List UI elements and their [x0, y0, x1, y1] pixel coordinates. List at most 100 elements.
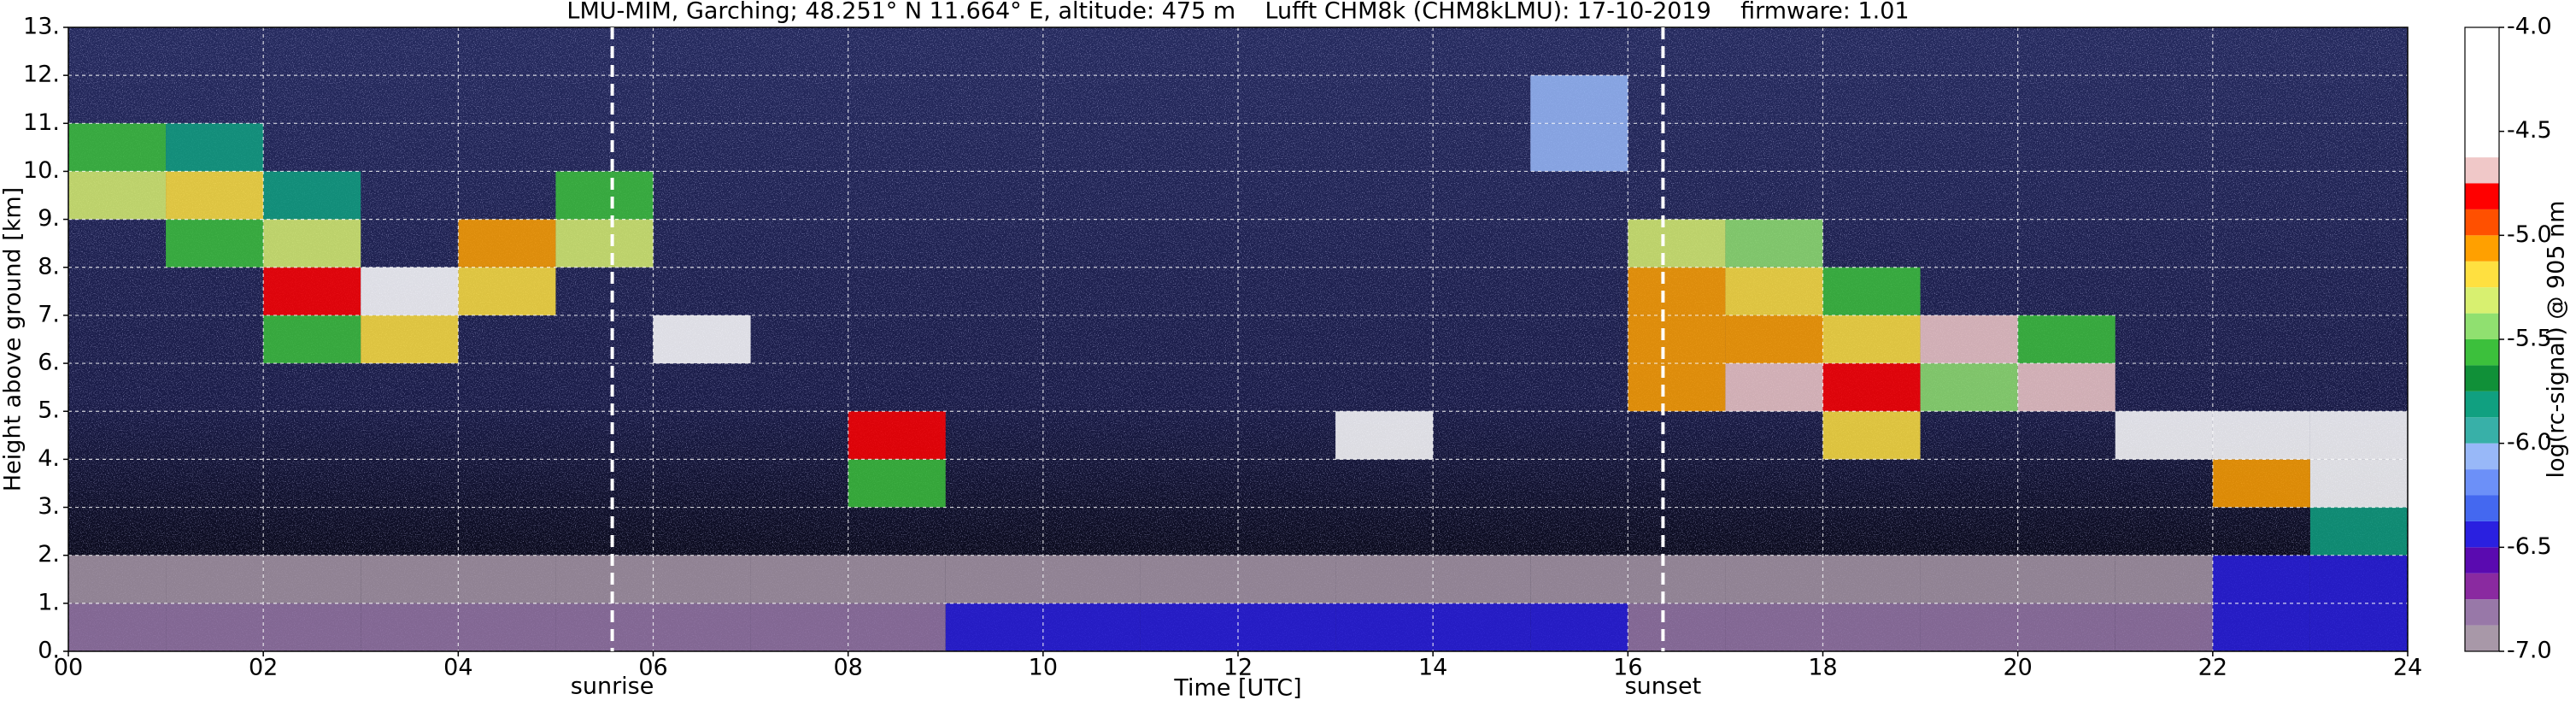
- heatmap-cell: [68, 555, 167, 603]
- heatmap-cell: [2309, 555, 2408, 603]
- heatmap-cell: [263, 219, 361, 268]
- heatmap-cell: [1628, 603, 1726, 651]
- heatmap-cell: [361, 603, 459, 651]
- heatmap-cell: [1140, 603, 1238, 651]
- heatmap-cell: [1725, 603, 1823, 651]
- heatmap-cell: [945, 603, 1043, 651]
- y-tick-label: 12.: [23, 62, 60, 88]
- heatmap-cell: [555, 219, 654, 268]
- heatmap-cell: [1725, 363, 1823, 412]
- x-tick-label: 14: [1418, 655, 1447, 681]
- y-tick-label: 9.: [38, 205, 60, 232]
- colorbar-band: [2465, 469, 2499, 496]
- heatmap-cell: [1920, 603, 2018, 651]
- heatmap-cell: [2115, 603, 2213, 651]
- heatmap-cell: [1822, 411, 1921, 460]
- colorbar-band: [2465, 131, 2499, 158]
- heatmap-cell: [1725, 555, 1823, 603]
- y-tick-label: 13.: [23, 14, 60, 40]
- colorbar-tick-label: -5.0: [2507, 221, 2552, 248]
- colorbar-tick-label: -4.0: [2507, 14, 2552, 40]
- colorbar-band: [2465, 365, 2499, 391]
- colorbar-tick-label: -5.5: [2507, 326, 2552, 352]
- heatmap-cell: [1628, 267, 1726, 315]
- heatmap-cell: [1822, 603, 1921, 651]
- y-tick-label: 8.: [38, 253, 60, 279]
- heatmap-cell: [1628, 219, 1726, 268]
- heatmap-cell: [1822, 315, 1921, 364]
- heatmap-cell: [1920, 555, 2018, 603]
- heatmap-cell: [2212, 555, 2310, 603]
- colorbar-band: [2465, 391, 2499, 418]
- colorbar-tick-label: -7.0: [2507, 638, 2552, 664]
- heatmap-cell: [848, 603, 946, 651]
- y-tick-label: 10.: [23, 157, 60, 184]
- heatmap-cell: [1042, 603, 1141, 651]
- heatmap-cell: [848, 555, 946, 603]
- x-tick-label: 00: [54, 655, 83, 681]
- heatmap-cell: [555, 603, 654, 651]
- x-tick-label: 04: [443, 655, 472, 681]
- heatmap-cell: [458, 267, 556, 315]
- heatmap-cell: [166, 123, 264, 172]
- heatmap-cell: [1335, 411, 1434, 460]
- x-tick-label: 18: [1808, 655, 1837, 681]
- heatmap-cell: [68, 603, 167, 651]
- colorbar-band: [2465, 209, 2499, 236]
- heatmap-cell: [1140, 555, 1238, 603]
- heatmap-cell: [1822, 363, 1921, 412]
- heatmap-cell: [2115, 555, 2213, 603]
- x-tick-label: 06: [638, 655, 667, 681]
- colorbar-band: [2465, 599, 2499, 626]
- x-tick-label: 10: [1029, 655, 1058, 681]
- y-tick-label: 1.: [38, 589, 60, 615]
- heatmap-cell: [945, 555, 1043, 603]
- heatmap-cell: [68, 123, 167, 172]
- heatmap-cell: [653, 555, 751, 603]
- colorbar-band: [2465, 443, 2499, 470]
- x-tick-label: 08: [833, 655, 862, 681]
- heatmap-cell: [263, 267, 361, 315]
- y-tick-label: 4.: [38, 445, 60, 472]
- x-tick-label: 16: [1613, 655, 1642, 681]
- heatmap-cell: [1530, 123, 1628, 172]
- heatmap-cell: [1335, 603, 1434, 651]
- y-tick-label: 3.: [38, 493, 60, 520]
- colorbar-band: [2465, 547, 2499, 574]
- colorbar-band: [2465, 261, 2499, 288]
- colorbar-band: [2465, 105, 2499, 132]
- colorbar-band: [2465, 625, 2499, 651]
- colorbar-band: [2465, 573, 2499, 600]
- heatmap-cell: [848, 459, 946, 508]
- y-tick-label: 11.: [23, 109, 60, 136]
- heatmap-cell: [1238, 603, 1336, 651]
- colorbar-tick-label: -6.0: [2507, 429, 2552, 456]
- heatmap-cell: [68, 171, 167, 220]
- heatmap-cell: [1238, 555, 1336, 603]
- colorbar-band: [2465, 157, 2499, 184]
- y-tick-label: 7.: [38, 301, 60, 327]
- x-axis-label: Time [UTC]: [1173, 675, 1301, 702]
- colorbar-band: [2465, 53, 2499, 79]
- heatmap-cell: [2017, 363, 2115, 412]
- x-tick-label: 20: [2003, 655, 2032, 681]
- y-tick-label: 6.: [38, 350, 60, 376]
- heatmap-cell: [1822, 267, 1921, 315]
- colorbar-band: [2465, 287, 2499, 314]
- heatmap-cell: [848, 411, 946, 460]
- heatmap-cell: [1920, 363, 2018, 412]
- y-tick-label: 5.: [38, 397, 60, 424]
- heatmap-cell: [2212, 603, 2310, 651]
- y-tick-label: 2.: [38, 541, 60, 568]
- heatmap-cell: [1433, 603, 1531, 651]
- x-tick-label: 12: [1223, 655, 1253, 681]
- annotation-label: sunrise: [571, 674, 654, 700]
- heatmap-cell: [2309, 603, 2408, 651]
- heatmap-cell: [361, 315, 459, 364]
- heatmap-cell: [2017, 555, 2115, 603]
- colorbar-band: [2465, 79, 2499, 106]
- heatmap-cell: [1433, 555, 1531, 603]
- colorbar-band: [2465, 495, 2499, 521]
- heatmap-cell: [166, 171, 264, 220]
